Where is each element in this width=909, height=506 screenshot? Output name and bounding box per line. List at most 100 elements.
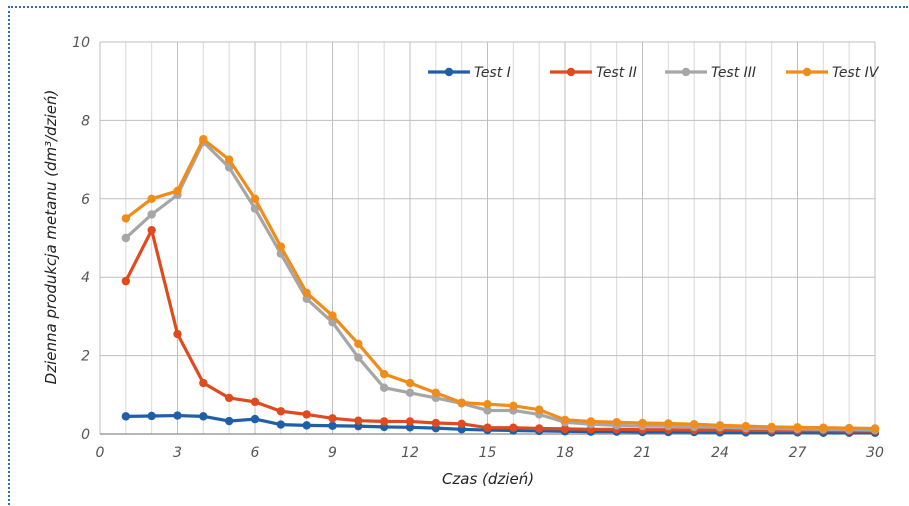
data-point bbox=[121, 276, 131, 286]
data-point bbox=[638, 418, 647, 428]
data-point bbox=[457, 398, 466, 407]
series-layer bbox=[121, 135, 880, 438]
data-point bbox=[224, 155, 234, 164]
x-axis-title: Czas (dzień) bbox=[442, 470, 534, 488]
data-point bbox=[689, 420, 699, 429]
data-point bbox=[483, 406, 492, 415]
series-test-iii bbox=[121, 137, 880, 435]
data-point bbox=[664, 419, 673, 428]
y-tick-label: 8 bbox=[81, 113, 90, 129]
data-point bbox=[405, 378, 415, 388]
y-tick-label: 0 bbox=[81, 427, 90, 443]
data-point bbox=[328, 414, 337, 423]
data-point bbox=[224, 393, 234, 403]
data-point bbox=[147, 225, 156, 235]
data-point bbox=[379, 369, 389, 379]
data-point bbox=[147, 194, 156, 203]
x-tick-label: 21 bbox=[634, 445, 652, 461]
data-point bbox=[121, 214, 131, 223]
data-point bbox=[199, 135, 208, 144]
data-point bbox=[870, 424, 880, 433]
series-test-i bbox=[121, 411, 880, 438]
y-tick-label: 10 bbox=[72, 35, 90, 51]
data-point bbox=[431, 388, 441, 398]
x-tick-label: 27 bbox=[789, 445, 807, 461]
legend-label: Test II bbox=[596, 65, 637, 81]
data-point bbox=[302, 410, 311, 419]
data-point bbox=[328, 421, 337, 430]
data-point bbox=[276, 242, 286, 251]
legend-swatch-marker bbox=[802, 67, 812, 77]
x-tick-label: 30 bbox=[866, 445, 884, 461]
data-point bbox=[379, 383, 389, 392]
data-point bbox=[354, 416, 363, 425]
data-point bbox=[560, 415, 570, 425]
chart-frame bbox=[8, 6, 908, 505]
data-point bbox=[250, 397, 260, 407]
data-point bbox=[819, 423, 828, 432]
data-point bbox=[354, 339, 363, 349]
series-test-iv bbox=[121, 135, 880, 433]
x-tick-label: 9 bbox=[328, 445, 337, 461]
data-point bbox=[147, 210, 156, 219]
legend-label: Test IV bbox=[832, 65, 880, 81]
data-point bbox=[250, 414, 260, 424]
data-point bbox=[560, 424, 570, 434]
data-point bbox=[483, 423, 492, 432]
x-tick-label: 0 bbox=[96, 445, 105, 461]
data-point bbox=[534, 405, 544, 414]
x-tick-label: 6 bbox=[251, 445, 260, 461]
data-point bbox=[121, 412, 131, 421]
data-point bbox=[199, 412, 208, 421]
legend: Test I Test II Test III Test IV bbox=[428, 65, 880, 81]
data-point bbox=[276, 420, 286, 429]
data-point bbox=[509, 423, 518, 432]
data-point bbox=[793, 423, 802, 432]
data-point bbox=[276, 407, 286, 416]
data-point bbox=[302, 288, 311, 298]
data-point bbox=[715, 421, 725, 430]
data-point bbox=[844, 423, 854, 433]
data-point bbox=[405, 388, 415, 398]
data-point bbox=[250, 204, 260, 213]
data-point bbox=[354, 353, 363, 362]
x-tick-label: 12 bbox=[401, 445, 419, 461]
data-point bbox=[328, 311, 337, 320]
legend-label: Test III bbox=[711, 65, 756, 81]
x-tick-label: 15 bbox=[479, 445, 497, 461]
legend-swatch-marker bbox=[681, 67, 691, 77]
data-point bbox=[379, 417, 389, 426]
series-line bbox=[124, 140, 877, 432]
legend-swatch-marker bbox=[444, 67, 454, 77]
data-point bbox=[224, 416, 234, 426]
series-line bbox=[124, 137, 877, 431]
data-point bbox=[431, 418, 441, 428]
y-tick-label: 6 bbox=[81, 192, 90, 208]
series-line bbox=[124, 413, 877, 435]
legend-label: Test I bbox=[474, 65, 511, 81]
data-point bbox=[741, 421, 751, 431]
y-tick-label: 2 bbox=[81, 349, 90, 365]
grid bbox=[99, 41, 876, 435]
data-point bbox=[534, 424, 544, 433]
data-point bbox=[302, 421, 311, 430]
y-axis-title: Dzienna produkcja metanu (dm³/dzień) bbox=[42, 90, 60, 385]
data-point bbox=[612, 418, 621, 427]
data-point bbox=[483, 400, 492, 409]
data-point bbox=[173, 329, 182, 339]
data-point bbox=[767, 422, 776, 432]
data-point bbox=[586, 417, 596, 426]
data-point bbox=[405, 423, 415, 432]
series-line bbox=[124, 228, 877, 433]
data-point bbox=[509, 401, 518, 410]
data-point bbox=[173, 186, 182, 196]
x-tick-label: 18 bbox=[556, 445, 574, 461]
data-point bbox=[457, 419, 466, 429]
data-point bbox=[250, 194, 260, 203]
y-tick-label: 4 bbox=[81, 270, 90, 286]
data-point bbox=[147, 411, 156, 421]
x-tick-label: 24 bbox=[711, 445, 729, 461]
data-point bbox=[405, 417, 415, 426]
